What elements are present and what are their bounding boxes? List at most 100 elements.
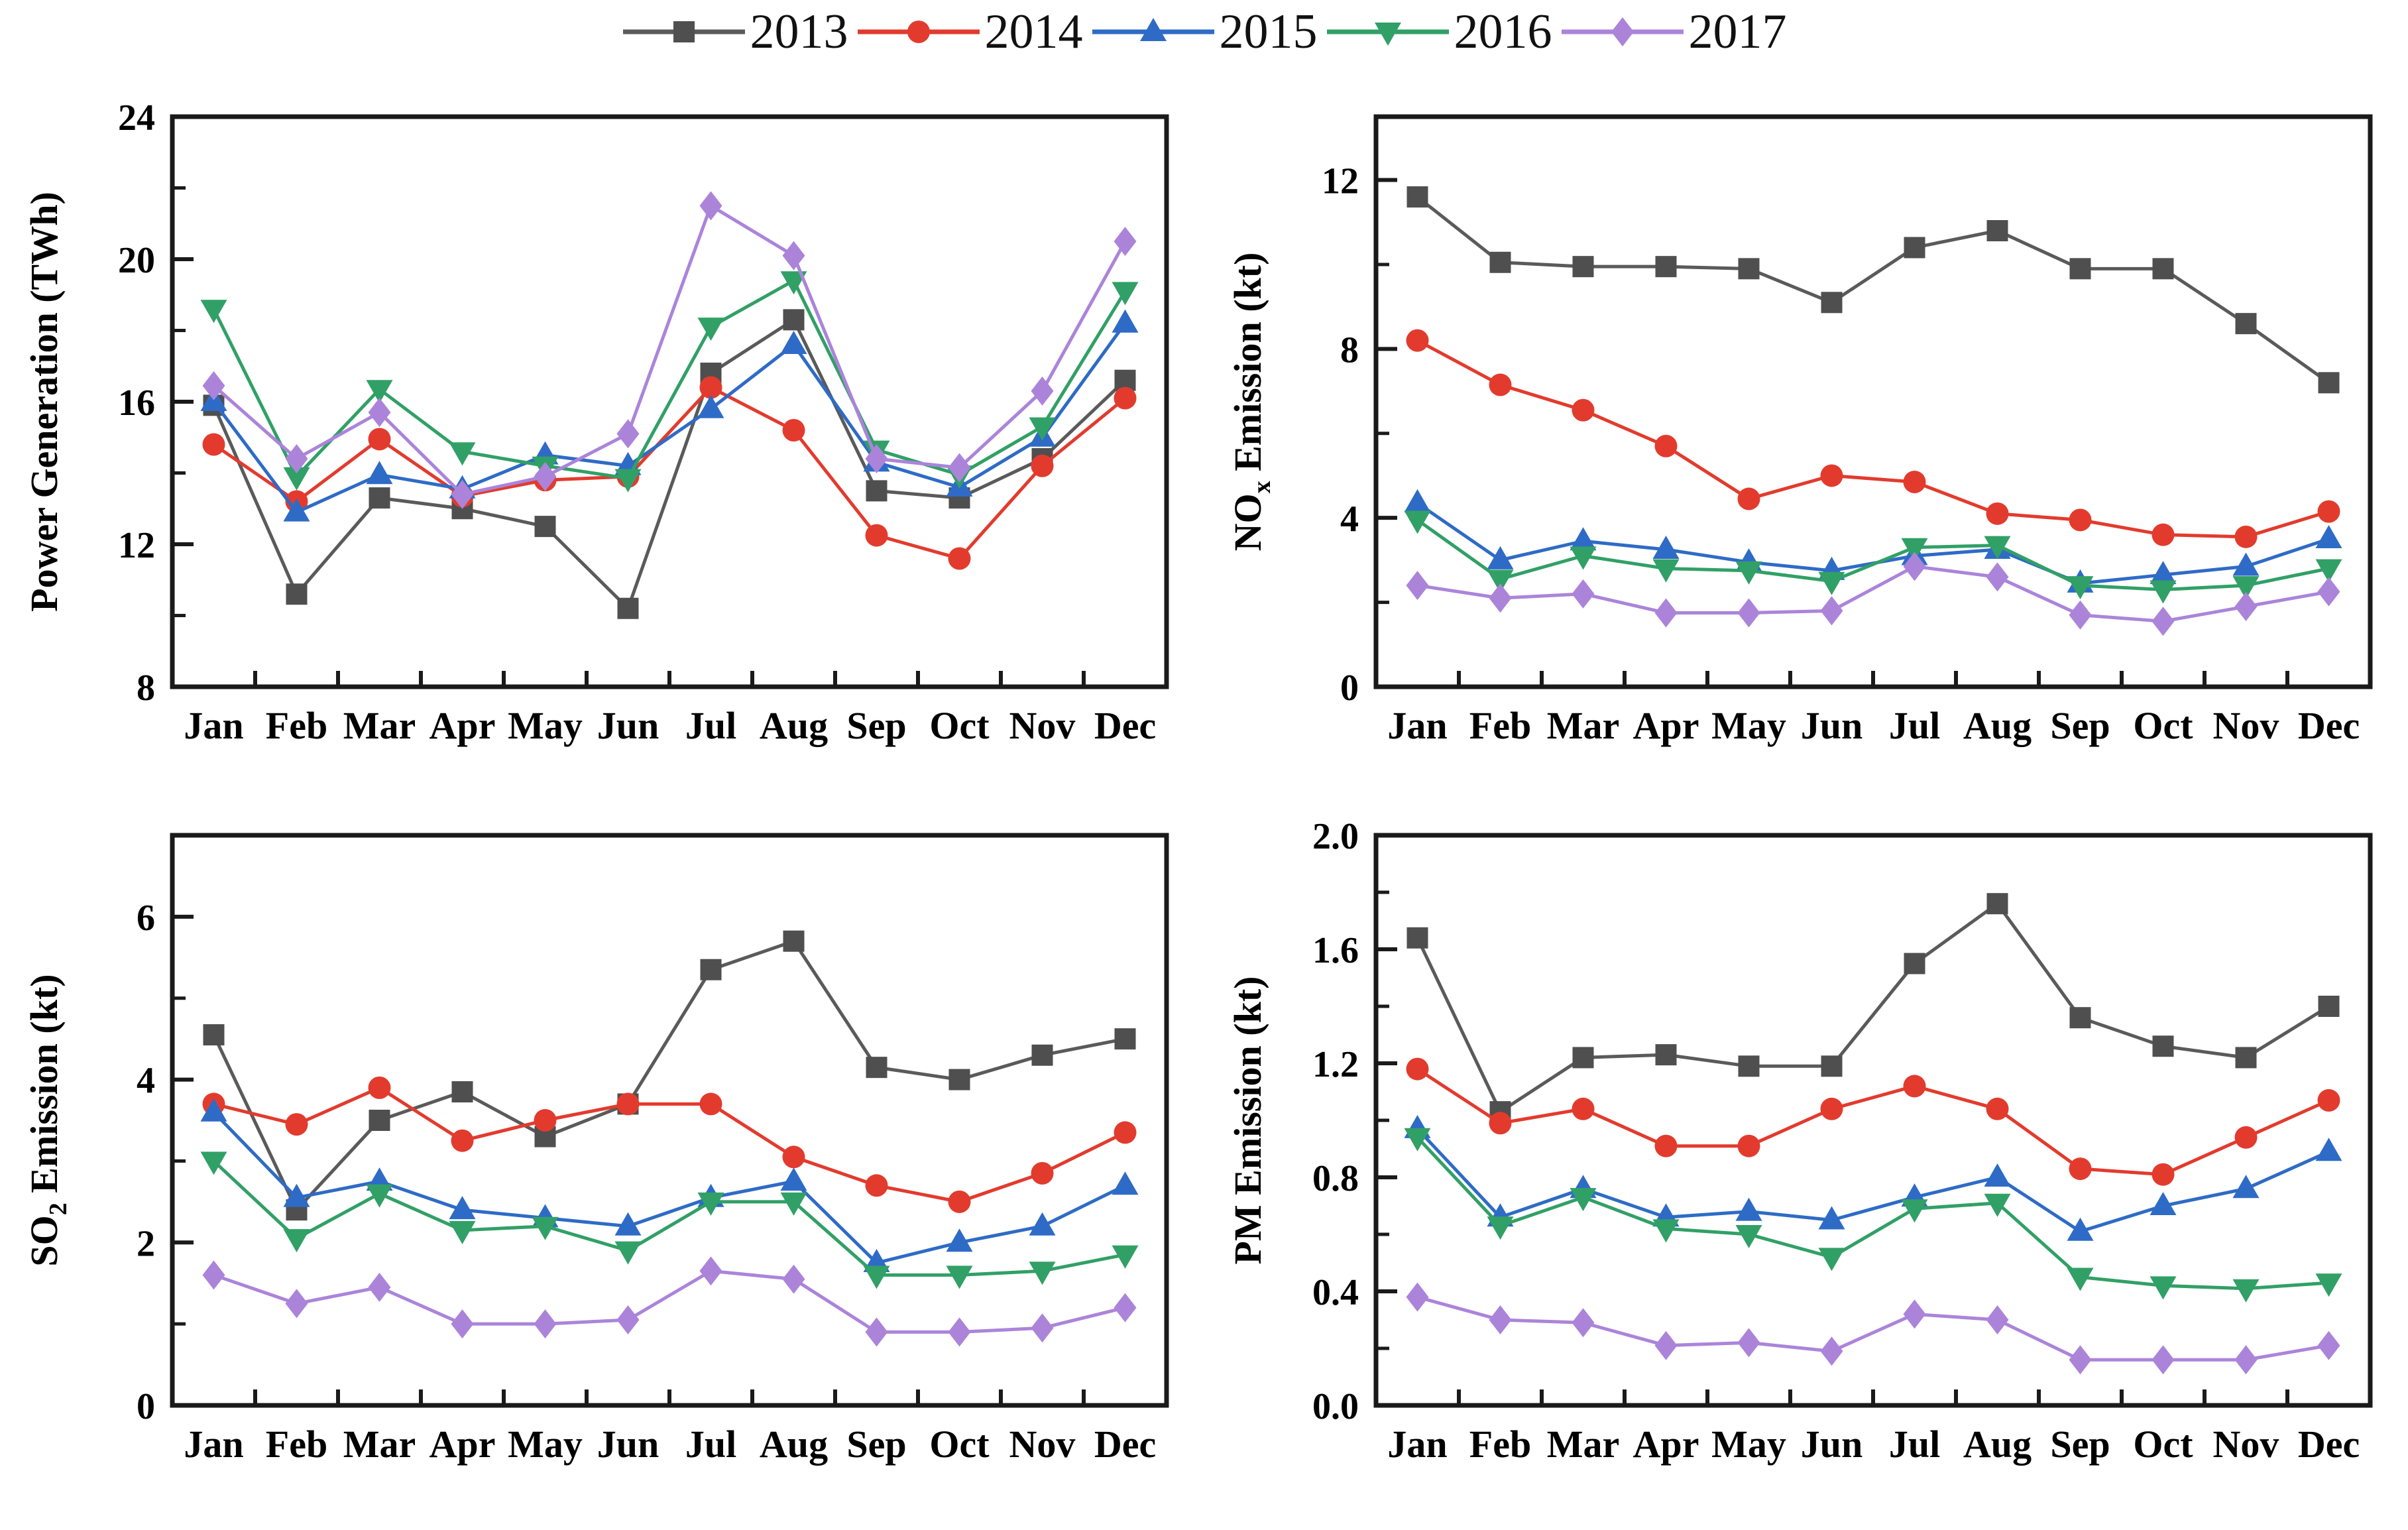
data-point-2017-May <box>1737 1328 1760 1358</box>
data-point-2014-Jul <box>1903 471 1926 494</box>
y-tick-label: 0.4 <box>1312 1272 1359 1313</box>
data-point-2016-Apr <box>1652 1219 1680 1243</box>
data-point-2016-Aug <box>780 1192 807 1216</box>
data-point-2017-Apr <box>451 479 474 509</box>
data-point-2017-Apr <box>1654 598 1678 628</box>
data-point-2016-Feb <box>283 1229 310 1253</box>
data-point-2016-Feb <box>283 467 310 491</box>
data-point-2013-Sep <box>866 480 888 502</box>
data-point-2014-Aug <box>1986 1097 2009 1120</box>
circle-marker-icon <box>907 21 930 43</box>
series-2015 <box>200 1098 1139 1272</box>
y-tick-label: 4 <box>1340 499 1359 540</box>
data-point-2016-Sep <box>863 1265 890 1289</box>
x-tick-label: Jun <box>1801 704 1863 747</box>
data-point-2014-Oct <box>2151 1163 2175 1186</box>
data-point-2017-Feb <box>1489 583 1512 613</box>
data-point-2015-Apr <box>1652 535 1680 559</box>
y-axis: 0 4 8 12 <box>1322 161 1397 709</box>
series-2017 <box>1406 552 2340 636</box>
data-point-2015-Mar <box>1570 527 1597 551</box>
series-2016 <box>1404 510 2342 604</box>
data-point-2014-Aug <box>782 1146 805 1169</box>
x-tick-label: May <box>508 1423 583 1466</box>
y-tick-label: 4 <box>137 1061 155 1102</box>
plot-frame <box>170 833 1169 1408</box>
data-point-2014-Jun <box>616 1092 640 1116</box>
data-point-2016-Oct <box>2150 580 2177 604</box>
data-point-2016-Nov <box>1029 417 1056 441</box>
legend-key-2016 <box>1326 23 1449 46</box>
data-point-2016-Apr <box>1652 559 1680 583</box>
data-point-2013-Jun <box>617 597 639 619</box>
data-point-2013-Nov <box>2235 313 2257 335</box>
y-axis-label: SO2 Emission (kt) <box>23 974 72 1266</box>
data-point-2016-Dec <box>2315 559 2342 583</box>
data-point-2017-Apr <box>451 1309 474 1339</box>
data-point-2017-Jun <box>1820 596 1843 626</box>
y-tick-label: 12 <box>1322 161 1359 202</box>
data-point-2017-Aug <box>1986 562 2009 592</box>
data-point-2017-Apr <box>1654 1330 1678 1360</box>
legend-item-2013: 2013 <box>618 5 852 58</box>
data-point-2014-May <box>1737 1134 1760 1157</box>
data-point-2014-Mar <box>1572 398 1595 422</box>
data-point-2015-Oct <box>2150 561 2177 585</box>
data-point-2017-Jun <box>1820 1336 1843 1366</box>
data-point-2014-Nov <box>2234 525 2258 548</box>
data-point-2017-Oct <box>948 1317 971 1347</box>
data-point-2017-May <box>534 461 557 491</box>
data-point-2014-Oct <box>2151 523 2175 546</box>
series-2014 <box>1406 1057 2340 1186</box>
data-point-2015-Dec <box>2315 525 2342 549</box>
x-tick-label: May <box>508 704 583 747</box>
series-2017 <box>202 1256 1137 1347</box>
data-point-2013-Feb <box>1489 251 1511 273</box>
data-point-2015-Dec <box>2315 1138 2342 1161</box>
x-tick-label: Feb <box>266 1423 327 1466</box>
series-line <box>1416 1067 2330 1177</box>
chart-legend: 2013 2014 2015 2016 2017 <box>0 5 2408 58</box>
data-point-2017-Oct <box>2151 1345 2175 1375</box>
data-point-2016-Feb <box>1487 1216 1514 1240</box>
data-point-2016-Jul <box>697 1192 724 1216</box>
data-point-2016-Mar <box>366 1184 393 1208</box>
so2-emission-chart: 0 2 4 6 Jan Feb Mar Apr May Jun Jul Aug Sep Oct Nov Dec… <box>23 833 1169 1466</box>
data-point-2015-Jan <box>1404 489 1431 512</box>
square-marker-icon <box>673 21 695 42</box>
data-point-2017-Jan <box>202 1260 225 1290</box>
data-point-2016-Sep <box>2067 1267 2094 1291</box>
legend-label: 2016 <box>1454 5 1552 59</box>
data-point-2013-Aug <box>1986 893 2008 915</box>
data-point-2016-Oct <box>2150 1276 2177 1300</box>
data-point-2013-Jan <box>1406 186 1428 208</box>
data-point-2016-Apr <box>449 1220 476 1244</box>
series-2015 <box>1404 489 2342 593</box>
data-point-2014-Sep <box>865 1174 888 1197</box>
data-point-2013-Dec <box>2318 996 2340 1017</box>
data-point-2017-Jun <box>616 1305 640 1334</box>
data-point-2013-Apr <box>1655 1044 1677 1066</box>
data-point-2015-Jan <box>200 1098 227 1122</box>
data-point-2013-Nov <box>1031 1044 1053 1066</box>
legend-label: 2014 <box>984 5 1083 59</box>
data-point-2017-May <box>534 1309 557 1339</box>
data-point-2015-Nov <box>1029 1212 1056 1236</box>
x-tick-label: Mar <box>1547 1423 1620 1466</box>
data-point-2015-Mar <box>366 461 393 485</box>
legend-item-2016: 2016 <box>1322 5 1556 58</box>
data-point-2015-Dec <box>1112 1171 1139 1195</box>
series-2017 <box>1406 1282 2340 1375</box>
data-point-2016-Nov <box>1029 1262 1056 1285</box>
data-point-2016-Jan <box>1404 1128 1431 1151</box>
data-point-2016-May <box>1735 1225 1762 1248</box>
y-tick-label: 2 <box>137 1223 155 1264</box>
x-tick-label: Aug <box>760 1423 828 1466</box>
y-axis-label: PM Emission (kt) <box>1226 976 1269 1265</box>
data-point-2014-Feb <box>1489 1112 1512 1135</box>
data-point-2013-Aug <box>1986 220 2008 241</box>
y-tick-label: 2.0 <box>1312 816 1359 857</box>
data-point-2015-Sep <box>2067 1217 2094 1241</box>
y-axis: 0.0 0.4 0.8 1.2 1.6 2.0 <box>1312 816 1397 1427</box>
data-point-2014-Oct <box>948 1190 971 1213</box>
